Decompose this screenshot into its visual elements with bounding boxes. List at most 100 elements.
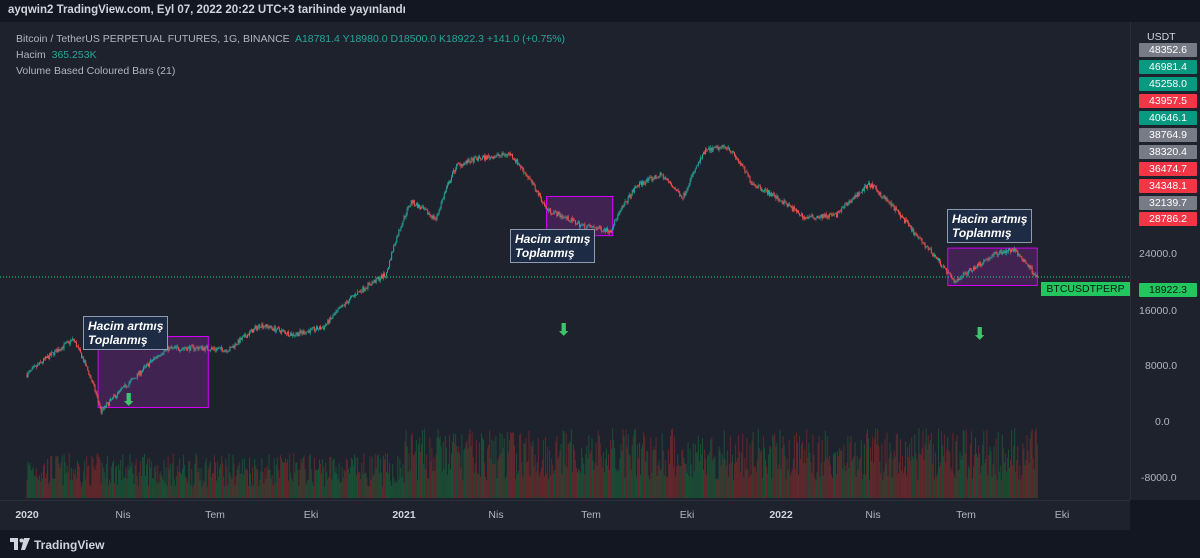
candle-body — [83, 357, 85, 363]
candle-body — [99, 404, 101, 407]
annotation-callout[interactable]: Hacim artmış Toplanmış — [947, 209, 1033, 243]
volume-bar — [555, 441, 557, 498]
volume-bar — [618, 471, 620, 498]
volume-bar — [155, 465, 157, 498]
candle-body — [879, 192, 881, 195]
candle-body — [190, 345, 192, 351]
candle-body — [781, 200, 783, 203]
volume-bar — [306, 480, 308, 498]
candle-body — [466, 160, 468, 164]
volume-bar — [875, 428, 877, 498]
volume-bar — [101, 462, 103, 498]
time-tick: 2021 — [392, 509, 416, 521]
price-axis[interactable]: USDT 48352.6 46981.4 45258.0 43957.5 40646.1… — [1130, 22, 1200, 500]
volume-bar — [872, 436, 874, 498]
volume-bar — [56, 455, 58, 498]
candle-body — [71, 338, 73, 341]
candle-body — [556, 212, 558, 217]
candle-body — [650, 177, 652, 178]
candle-body — [698, 162, 700, 163]
candle-body — [267, 326, 269, 329]
candle-body — [289, 335, 291, 337]
candle-body — [420, 207, 422, 209]
volume-bar — [698, 461, 700, 498]
candle-body — [343, 304, 345, 306]
candle-body — [739, 162, 741, 164]
candle-body — [975, 267, 977, 270]
candle-body — [473, 157, 475, 163]
volume-bar — [165, 467, 167, 498]
candle-body — [884, 195, 886, 199]
candle-body — [788, 203, 790, 206]
time-tick: Eki — [303, 509, 319, 521]
volume-bar — [838, 456, 840, 498]
candle-body — [696, 165, 698, 167]
volume-bar — [196, 456, 198, 498]
legend-indicator-row[interactable]: Volume Based Coloured Bars (21) — [16, 65, 175, 77]
candle-body — [919, 237, 921, 239]
candle-body — [803, 216, 805, 219]
candle-body — [69, 340, 71, 344]
volume-bar — [937, 428, 939, 498]
volume-bar — [433, 457, 435, 498]
candle-body — [941, 265, 943, 267]
candle-body — [210, 347, 212, 350]
candle-body — [70, 340, 72, 341]
volume-bar — [611, 448, 613, 498]
volume-bar — [1013, 446, 1015, 498]
candle-body — [141, 370, 143, 373]
volume-bar — [653, 446, 655, 498]
candle-body — [806, 217, 808, 218]
candle-body — [560, 215, 562, 217]
candle-body — [131, 378, 133, 380]
volume-bar — [119, 469, 121, 498]
time-axis[interactable]: 2020 Nis Tem Eki 2021 Nis Tem Eki 2022 N… — [0, 500, 1130, 531]
volume-bar — [696, 452, 698, 498]
chart-pane[interactable]: Bitcoin / TetherUS PERPETUAL FUTURES, 1G… — [0, 22, 1130, 500]
volume-bar — [476, 472, 478, 498]
volume-bar — [563, 431, 565, 498]
candle-body — [915, 233, 917, 235]
candle-body — [763, 190, 765, 192]
volume-bar — [710, 439, 712, 498]
price-tick: -8000.0 — [1141, 472, 1177, 484]
annotation-callout[interactable]: Hacim artmış Toplanmış — [510, 229, 596, 263]
volume-bar — [785, 479, 787, 498]
volume-bar — [569, 441, 571, 498]
volume-bar — [566, 467, 568, 498]
down-arrow-icon: ⬇ — [557, 322, 571, 339]
volume-bar — [794, 468, 796, 498]
candle-body — [654, 175, 656, 180]
legend-volume-row[interactable]: Hacim 365.253K — [16, 49, 97, 61]
volume-bar — [31, 469, 33, 498]
candle-body — [158, 355, 160, 357]
volume-bar — [169, 463, 171, 498]
volume-bar — [363, 453, 365, 498]
price-chart[interactable] — [0, 22, 1130, 500]
candle-body — [874, 185, 876, 187]
candle-body — [965, 273, 967, 275]
volume-bar — [61, 455, 63, 498]
candle-body — [717, 146, 719, 151]
volume-bar — [615, 468, 617, 498]
volume-bar — [963, 431, 965, 498]
volume-bar — [132, 473, 134, 498]
annotation-callout[interactable]: Hacim artmış Toplanmış — [83, 316, 169, 350]
volume-bar — [912, 456, 914, 498]
volume-bar — [286, 463, 288, 498]
volume-bar — [1034, 431, 1036, 498]
volume-bar — [436, 437, 438, 498]
volume-bar — [332, 460, 334, 498]
volume-bar — [273, 458, 275, 498]
volume-bar — [516, 453, 518, 498]
volume-bar — [837, 451, 839, 498]
candle-body — [898, 212, 900, 214]
volume-bar — [148, 485, 150, 498]
volume-bar — [164, 482, 166, 498]
volume-bar — [437, 429, 439, 498]
volume-bar — [262, 471, 264, 498]
candle-body — [126, 386, 128, 388]
candle-body — [532, 182, 534, 184]
candle-body — [65, 342, 67, 344]
price-tick: 0.0 — [1155, 416, 1170, 428]
